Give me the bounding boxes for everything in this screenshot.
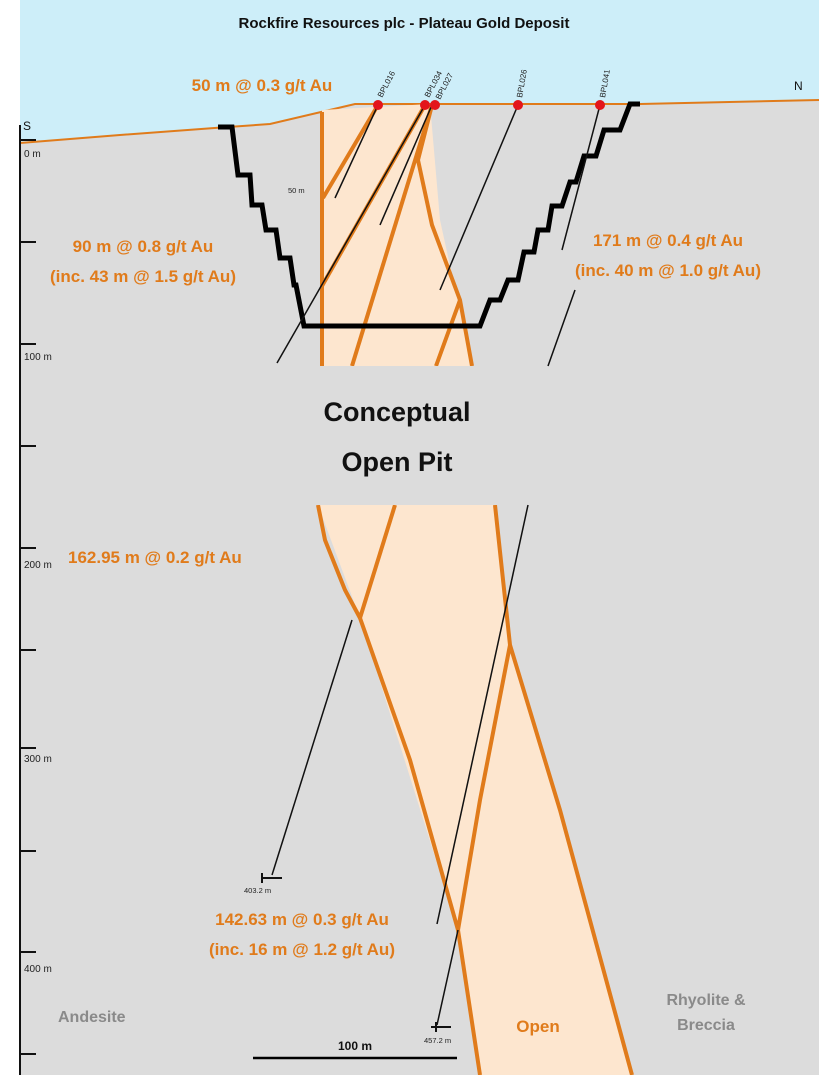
- zone-line: [456, 644, 512, 931]
- zone-line: [316, 504, 362, 619]
- hole-depth-457: 457.2 m: [424, 1036, 451, 1045]
- intercept-bpl034-line1: 90 m @ 0.8 g/t Au: [73, 237, 214, 256]
- zone-line: [321, 103, 380, 200]
- drillhole-trace: [547, 289, 576, 367]
- intercept-bpl034-line2: (inc. 43 m @ 1.5 g/t Au): [50, 267, 236, 286]
- depth-ticks: [20, 139, 36, 1055]
- depth-label-400: 400 m: [24, 964, 52, 975]
- intercept-bpl026-line2: (inc. 16 m @ 1.2 g/t Au): [209, 940, 395, 959]
- drillhole-trace: [334, 104, 379, 199]
- collar-marker: [420, 100, 430, 110]
- open-label: Open: [516, 1017, 559, 1036]
- depth-label-0: 0 m: [24, 149, 41, 160]
- rock-label-rhyolite: Rhyolite &: [666, 992, 746, 1009]
- zone-line: [358, 617, 482, 1076]
- drillhole-traces: [261, 104, 601, 1032]
- depth-label-200: 200 m: [24, 560, 52, 571]
- lower-zone-lines: [316, 504, 634, 1076]
- figure-title: Rockfire Resources plc - Plateau Gold De…: [239, 15, 570, 32]
- pit-label-line1: Conceptual: [323, 397, 470, 427]
- intercept-bpl041-line1: 171 m @ 0.4 g/t Au: [593, 231, 743, 250]
- drillhole-trace: [276, 104, 426, 364]
- depth-label-100: 100 m: [24, 352, 52, 363]
- collar-marker: [513, 100, 523, 110]
- zone-line: [415, 104, 474, 367]
- lower-zone-fill: [318, 505, 632, 1075]
- collar-marker: [373, 100, 383, 110]
- intercept-bpl027: 162.95 m @ 0.2 g/t Au: [68, 548, 242, 567]
- intercept-bpl016: 50 m @ 0.3 g/t Au: [192, 76, 333, 95]
- collar-marker: [430, 100, 440, 110]
- collar-marker: [595, 100, 605, 110]
- intercept-bpl041-line2: (inc. 40 m @ 1.0 g/t Au): [575, 261, 761, 280]
- pit-label-box: [276, 366, 512, 505]
- drillhole-trace: [439, 104, 519, 291]
- scale-label: 100 m: [338, 1039, 372, 1053]
- zone-line: [493, 504, 634, 1076]
- drillhole-trace: [561, 104, 601, 251]
- drill-collars: [373, 100, 605, 110]
- drillhole-trace: [436, 929, 459, 1026]
- pit-label-line2: Open Pit: [341, 447, 452, 477]
- depth-label-300: 300 m: [24, 754, 52, 765]
- zone-line: [350, 104, 434, 367]
- upper-zone-fill: [322, 104, 472, 366]
- topography-line: [19, 99, 819, 144]
- hole-depth-50: 50 m: [288, 186, 305, 195]
- drillhole-trace: [271, 619, 353, 876]
- zone-line: [358, 504, 397, 619]
- rock-label-breccia: Breccia: [677, 1017, 735, 1034]
- direction-north: N: [794, 79, 803, 93]
- direction-south: S: [23, 119, 31, 133]
- intercept-bpl026-line1: 142.63 m @ 0.3 g/t Au: [215, 910, 389, 929]
- drillhole-trace: [436, 504, 529, 925]
- zone-line: [434, 299, 462, 367]
- rock-label-andesite: Andesite: [58, 1009, 126, 1026]
- drillhole-trace: [379, 104, 433, 226]
- hole-depth-403: 403.2 m: [244, 886, 271, 895]
- open-pit-outline: [218, 101, 640, 329]
